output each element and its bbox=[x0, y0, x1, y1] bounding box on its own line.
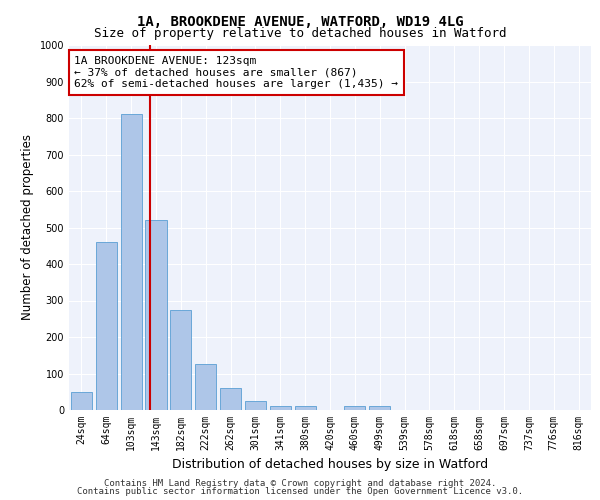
Bar bbox=[121, 114, 142, 410]
Bar bbox=[295, 406, 316, 410]
Bar bbox=[96, 242, 117, 410]
Bar bbox=[369, 406, 390, 410]
Bar bbox=[170, 310, 191, 410]
Bar bbox=[344, 406, 365, 410]
Text: Size of property relative to detached houses in Watford: Size of property relative to detached ho… bbox=[94, 28, 506, 40]
Text: 1A, BROOKDENE AVENUE, WATFORD, WD19 4LG: 1A, BROOKDENE AVENUE, WATFORD, WD19 4LG bbox=[137, 15, 463, 29]
Text: 1A BROOKDENE AVENUE: 123sqm
← 37% of detached houses are smaller (867)
62% of se: 1A BROOKDENE AVENUE: 123sqm ← 37% of det… bbox=[74, 56, 398, 89]
Y-axis label: Number of detached properties: Number of detached properties bbox=[21, 134, 34, 320]
Bar bbox=[220, 388, 241, 410]
X-axis label: Distribution of detached houses by size in Watford: Distribution of detached houses by size … bbox=[172, 458, 488, 471]
Text: Contains HM Land Registry data © Crown copyright and database right 2024.: Contains HM Land Registry data © Crown c… bbox=[104, 478, 496, 488]
Bar bbox=[270, 406, 291, 410]
Bar bbox=[145, 220, 167, 410]
Bar bbox=[71, 392, 92, 410]
Text: Contains public sector information licensed under the Open Government Licence v3: Contains public sector information licen… bbox=[77, 487, 523, 496]
Bar bbox=[245, 401, 266, 410]
Bar bbox=[195, 364, 216, 410]
